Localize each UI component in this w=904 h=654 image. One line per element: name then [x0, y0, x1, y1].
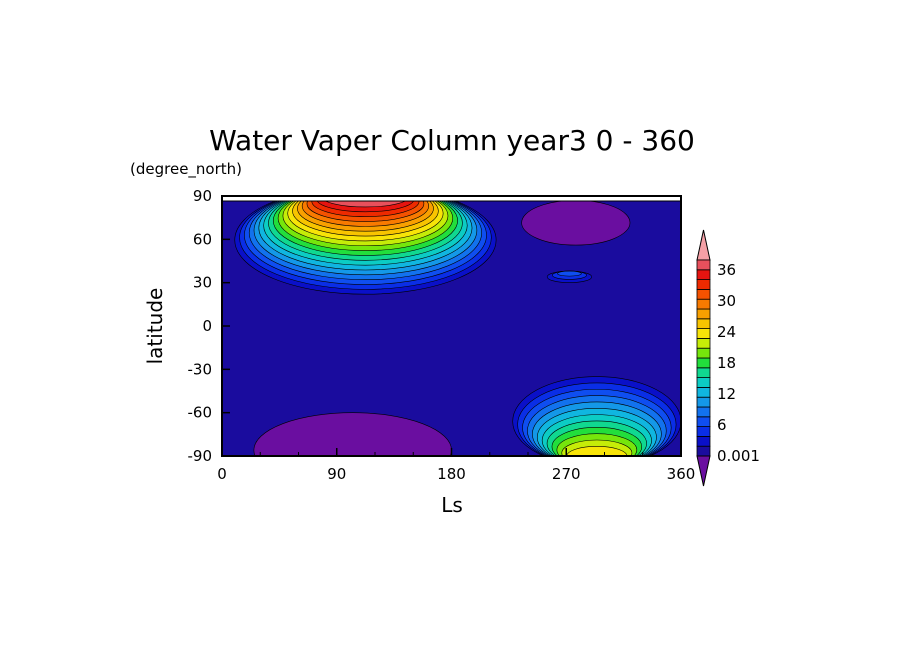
northern-summer-maximum-level: [325, 201, 406, 208]
colorbar-swatch: [696, 426, 711, 437]
colorbar-swatch: [696, 269, 711, 280]
colorbar-swatch: [696, 445, 711, 457]
colorbar-swatch: [696, 435, 711, 447]
y-tick-label: 0: [202, 317, 212, 335]
colorbar-swatch: [696, 279, 711, 290]
plot-area: [221, 195, 682, 457]
colorbar-swatch: [696, 298, 711, 310]
colorbar: 36 30 24 18 12 6 0.001: [696, 229, 760, 487]
colorbar-swatch: [696, 337, 711, 349]
y-tick-label: -60: [188, 404, 213, 422]
colorbar-swatch: [696, 416, 711, 427]
colorbar-extend-min: [696, 455, 711, 487]
x-tick-label: 180: [437, 465, 466, 483]
colorbar-swatch: [696, 308, 711, 320]
northern-winter-minimum: [521, 201, 631, 246]
colorbar-swatch: [696, 259, 711, 271]
contour-field: [234, 201, 681, 456]
x-axis-label: Ls: [441, 493, 463, 517]
southern-winter-minimum: [253, 412, 452, 456]
x-tick-label: 90: [327, 465, 346, 483]
y-tick-label: 30: [193, 274, 212, 292]
units-label: (degree_north): [130, 160, 242, 179]
y-tick-label: 60: [193, 230, 212, 248]
colorbar-swatch: [696, 396, 711, 408]
colorbar-swatch: [696, 357, 711, 369]
colorbar-label: 36: [717, 261, 736, 279]
colorbar-swatch: [696, 386, 711, 398]
colorbar-swatch: [696, 288, 711, 300]
northern-summer-maximum-level: [316, 201, 414, 213]
southern-summer-maximum-level: [566, 446, 628, 456]
y-tick-label: -30: [188, 360, 213, 378]
y-axis-label: latitude: [143, 288, 167, 365]
colorbar-swatch: [696, 347, 711, 359]
colorbar-swatch: [696, 318, 711, 329]
x-tick-label: 0: [217, 465, 227, 483]
colorbar-label: 0.001: [717, 447, 760, 465]
colorbar-label: 24: [717, 323, 736, 341]
colorbar-swatch: [696, 406, 711, 418]
x-tick-label: 270: [552, 465, 581, 483]
x-tick-label: 360: [667, 465, 696, 483]
colorbar-swatch: [696, 367, 711, 378]
y-tick-label: 90: [193, 187, 212, 205]
colorbar-extend-max: [696, 229, 711, 261]
x-axis: 0 90 180 270 360: [217, 448, 695, 483]
y-tick-label: -90: [188, 447, 213, 465]
colorbar-label: 30: [717, 292, 736, 310]
colorbar-label: 12: [717, 385, 736, 403]
colorbar-swatch: [696, 328, 711, 339]
colorbar-swatch: [696, 377, 711, 388]
y-axis: 90 60 30 0 -30 -60 -90: [188, 187, 230, 465]
chart-title: Water Vaper Column year3 0 - 360: [209, 124, 695, 157]
colorbar-label: 6: [717, 416, 727, 434]
low-latitude-patch-level: [557, 270, 582, 277]
colorbar-label: 18: [717, 354, 736, 372]
